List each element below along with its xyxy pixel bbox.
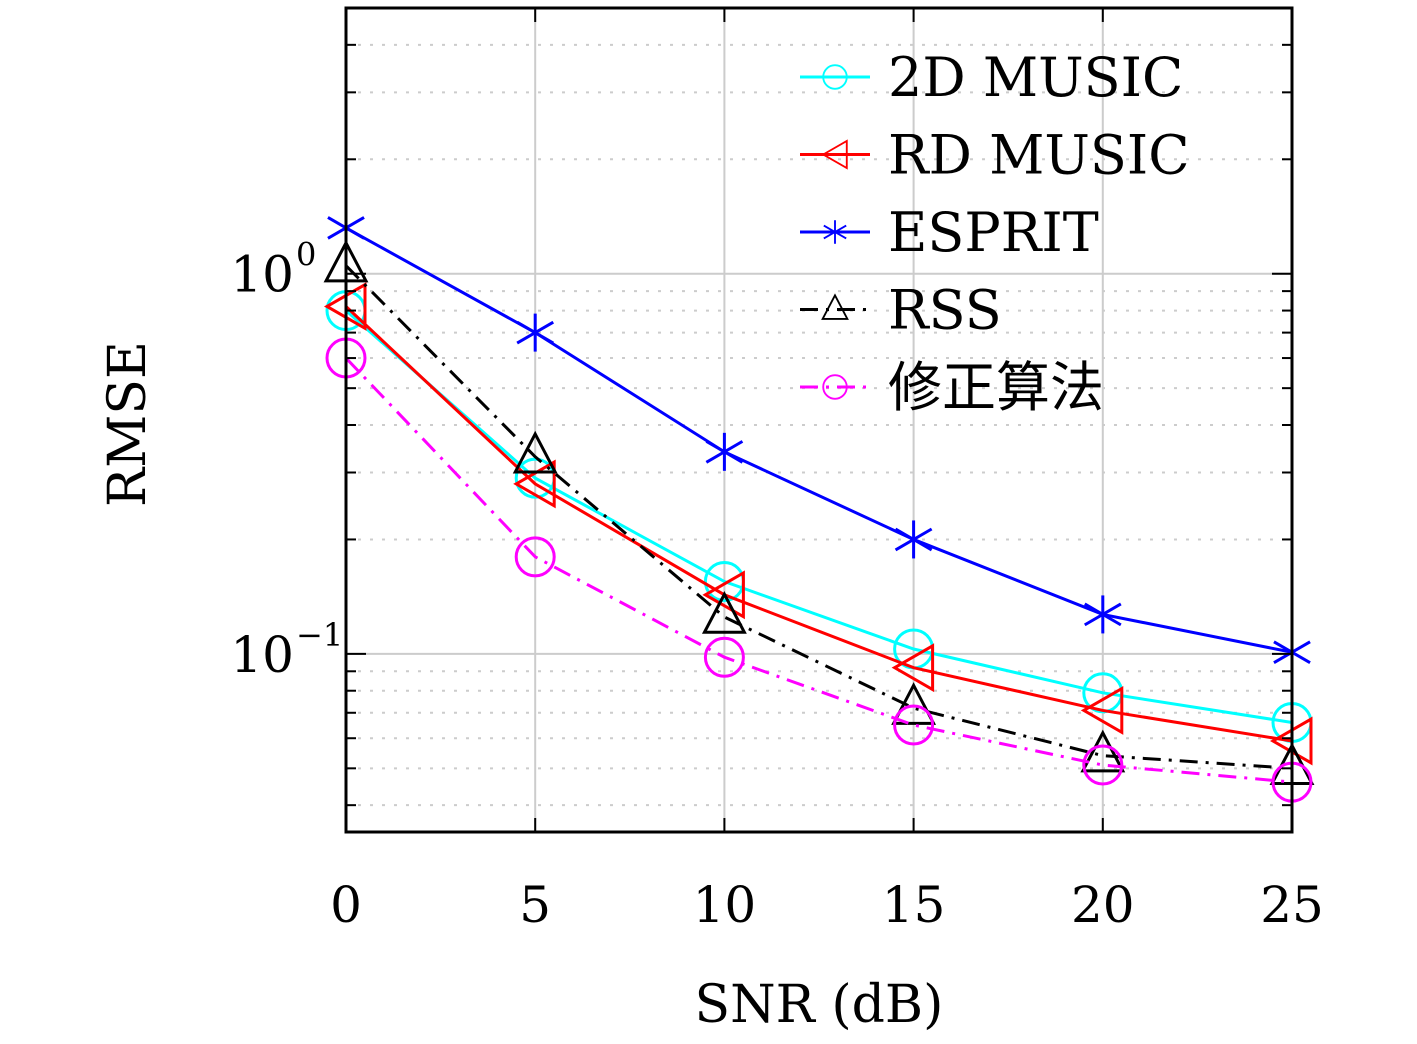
legend-marker bbox=[822, 64, 848, 90]
legend-label: 2D MUSIC bbox=[888, 46, 1183, 109]
data-point bbox=[702, 570, 745, 620]
legend-marker bbox=[821, 139, 848, 170]
legend-marker bbox=[821, 293, 849, 320]
series-line bbox=[344, 264, 1293, 770]
series-line bbox=[344, 305, 1293, 743]
x-tick-label: 15 bbox=[882, 876, 946, 934]
y-axis-label: RMSE bbox=[98, 341, 158, 507]
data-point bbox=[703, 636, 745, 678]
y-tick-exponent: −1 bbox=[296, 616, 343, 654]
x-tick-label: 10 bbox=[693, 876, 757, 934]
y-tick-label: 10 bbox=[230, 246, 294, 304]
series-4 bbox=[325, 337, 1313, 803]
x-tick-label: 5 bbox=[519, 876, 551, 934]
data-point bbox=[705, 432, 744, 471]
series-line bbox=[344, 357, 1293, 784]
legend-marker bbox=[823, 220, 847, 244]
data-point bbox=[701, 591, 747, 634]
series-line bbox=[345, 309, 1293, 724]
data-point bbox=[1080, 729, 1126, 773]
data-point bbox=[891, 682, 937, 725]
y-tick-label: 10 bbox=[230, 626, 294, 684]
legend-label: RSS bbox=[888, 279, 1002, 342]
data-point bbox=[512, 430, 558, 474]
legend-entry: RD MUSIC bbox=[800, 124, 1190, 187]
data-point bbox=[1080, 685, 1124, 735]
data-point bbox=[516, 313, 555, 352]
legend-entry: ESPRIT bbox=[800, 201, 1099, 264]
x-tick-label: 0 bbox=[330, 876, 362, 934]
ticks bbox=[345, 7, 1293, 832]
legend-label: 修正算法 bbox=[888, 356, 1104, 419]
data-point bbox=[1083, 595, 1122, 634]
x-tick-label: 20 bbox=[1071, 876, 1135, 934]
series-line bbox=[345, 226, 1293, 654]
series-2 bbox=[327, 208, 1311, 672]
x-axis-label: SNR (dB) bbox=[695, 975, 944, 1035]
legend-entry: 2D MUSIC bbox=[800, 46, 1183, 109]
plot-frame bbox=[344, 6, 1294, 834]
data-point bbox=[514, 536, 556, 578]
data-point bbox=[891, 643, 935, 693]
legend-entry: RSS bbox=[800, 279, 1002, 342]
legend-label: RD MUSIC bbox=[888, 124, 1190, 187]
legend: 2D MUSIC RD MUSIC ESPRIT RSS 修正算法 bbox=[800, 46, 1190, 419]
legend-entry: 修正算法 bbox=[800, 356, 1104, 419]
data-point bbox=[1082, 744, 1124, 786]
legend-label: ESPRIT bbox=[888, 201, 1099, 264]
y-tick-exponent: 0 bbox=[296, 236, 316, 274]
legend-marker bbox=[822, 374, 848, 400]
x-tick-label: 25 bbox=[1260, 876, 1324, 934]
data-point bbox=[893, 704, 935, 746]
data-point bbox=[894, 520, 933, 559]
